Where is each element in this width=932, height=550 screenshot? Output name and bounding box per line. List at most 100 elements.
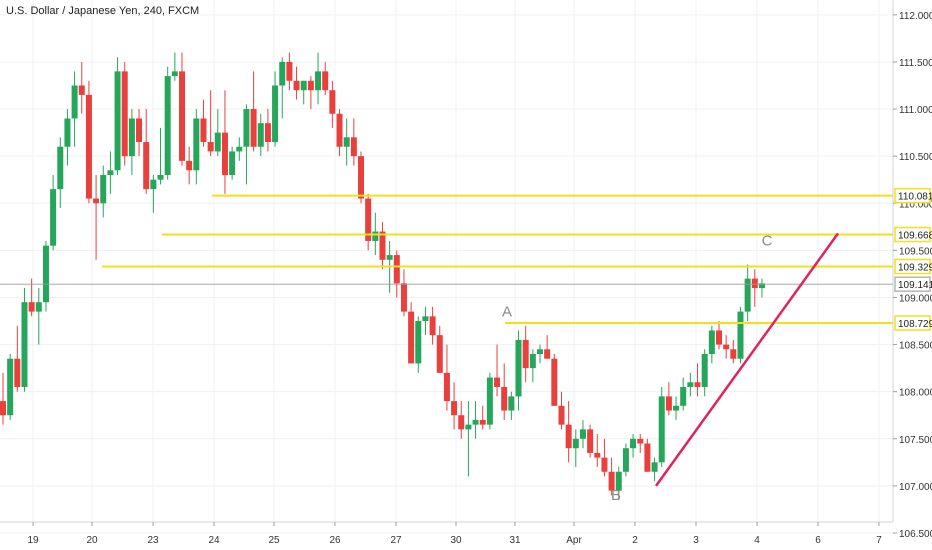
pivot-labels: A B C — [502, 233, 773, 504]
candle — [723, 335, 730, 359]
candle — [214, 109, 221, 157]
candle — [758, 278, 765, 298]
price-tick-label: 106.500 — [899, 529, 932, 540]
candle-body — [21, 302, 28, 387]
time-tick-label: 24 — [208, 535, 220, 546]
candle — [515, 330, 522, 411]
candle — [336, 109, 343, 157]
candle — [744, 264, 751, 322]
candle — [716, 321, 722, 350]
candle-body — [264, 123, 271, 143]
candle — [422, 306, 429, 336]
candle — [171, 52, 178, 81]
candle-body — [221, 132, 228, 175]
candle — [200, 99, 207, 147]
candle — [279, 57, 286, 119]
svg-text:110.081: 110.081 — [898, 192, 932, 203]
candle — [64, 109, 71, 166]
candle-body — [150, 179, 157, 190]
candle-body — [529, 354, 536, 369]
candle — [529, 349, 536, 383]
candle-body — [179, 71, 185, 161]
candle-body — [85, 94, 92, 199]
price-tick-label: 111.000 — [899, 105, 932, 116]
candle-body — [572, 438, 579, 449]
candle — [429, 306, 436, 345]
candle-body — [100, 175, 107, 204]
price-tick-label: 107.500 — [899, 435, 932, 446]
candle-body — [171, 71, 178, 77]
horizontal-levels[interactable] — [0, 194, 893, 325]
candle-body — [393, 255, 400, 284]
candle — [322, 61, 329, 95]
candle-body — [408, 311, 415, 364]
candle — [472, 401, 479, 439]
candle-body — [608, 471, 615, 491]
trendline-segment[interactable] — [654, 232, 840, 487]
candle-body — [665, 396, 672, 411]
candle — [708, 325, 715, 364]
price-tick-label: 109.500 — [899, 246, 932, 257]
candle-body — [615, 471, 622, 491]
candle-body — [78, 85, 85, 95]
candle-body — [107, 170, 114, 175]
candle — [594, 434, 601, 468]
candle — [257, 113, 264, 157]
price-tick-label: 107.000 — [899, 482, 932, 493]
candle-body — [128, 118, 135, 157]
candle-body — [307, 80, 314, 91]
candle-body — [751, 278, 758, 289]
candle-body — [486, 377, 493, 425]
candle — [451, 382, 458, 430]
candle-body — [379, 231, 386, 260]
candle-body — [637, 438, 644, 444]
level-price-label: 109.668 — [894, 226, 932, 243]
candle-body — [422, 316, 429, 322]
level-price-label: 109.329 — [894, 258, 932, 275]
candle-body — [42, 245, 49, 303]
candle — [143, 109, 150, 194]
candle-body — [400, 283, 407, 312]
candle — [601, 438, 608, 477]
price-axis[interactable]: 112.000 111.500 111.000 110.500 110.000 109.5… — [892, 0, 932, 550]
candle-body — [279, 61, 286, 86]
trendline[interactable] — [654, 232, 840, 487]
candle — [558, 391, 565, 430]
candle — [221, 90, 228, 194]
candle-body — [694, 382, 701, 387]
candle-body — [372, 231, 379, 241]
price-tick-label: 110.000 — [899, 199, 932, 210]
candle — [673, 396, 680, 420]
candle-body — [601, 457, 608, 472]
candle — [486, 372, 493, 430]
candle-body — [322, 71, 329, 91]
candle-body — [658, 396, 665, 463]
candle-body — [465, 424, 472, 430]
candle — [365, 193, 372, 251]
candle-body — [458, 415, 465, 430]
candle-body — [121, 71, 128, 157]
candle-body — [708, 330, 715, 354]
candle-body — [315, 71, 322, 91]
candle-body — [200, 118, 207, 143]
candle — [508, 391, 515, 420]
level-price-label: 108.729 — [894, 315, 932, 331]
time-tick-label: 27 — [390, 535, 402, 546]
candle-body — [522, 339, 529, 369]
candle — [694, 363, 701, 397]
candle — [164, 66, 171, 180]
candle-body — [737, 311, 744, 359]
candle — [630, 434, 637, 458]
candle-body — [673, 405, 680, 411]
candle-body — [644, 443, 651, 472]
svg-text:109.329: 109.329 — [898, 262, 932, 273]
candle-body — [365, 198, 372, 241]
candle-body — [716, 330, 722, 345]
candle-body — [114, 71, 121, 171]
time-axis[interactable]: 19 20 23 24 25 26 27 30 31 Apr 2 3 4 6 7 — [0, 521, 893, 546]
candle — [307, 76, 314, 110]
candle — [637, 434, 644, 453]
candle-body — [479, 419, 486, 425]
candle-body — [558, 405, 565, 425]
